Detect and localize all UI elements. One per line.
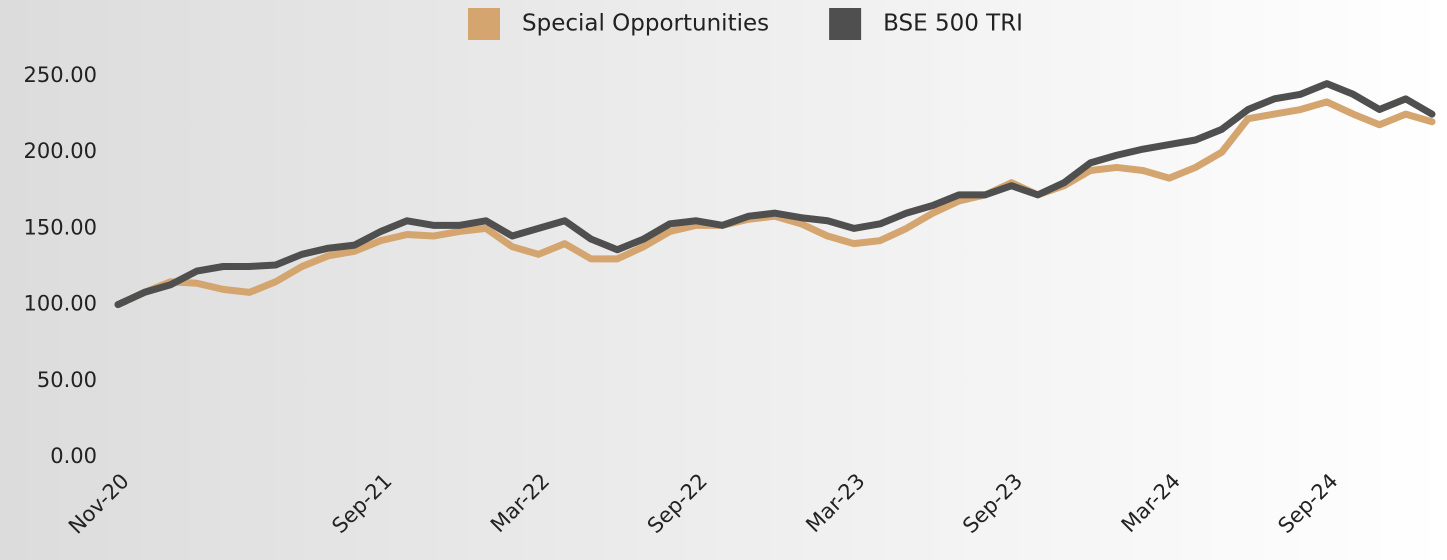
- y-tick-label: 250.00: [24, 63, 97, 87]
- y-tick-label: 150.00: [24, 215, 97, 239]
- legend-swatch: [468, 8, 500, 40]
- legend-swatch: [829, 8, 862, 40]
- x-tick-label: Mar-23: [801, 469, 869, 537]
- series-line: [114, 98, 1436, 309]
- x-tick-label: Nov-20: [64, 469, 134, 539]
- x-tick-label: Sep-23: [958, 469, 1027, 538]
- x-tick-label: Mar-22: [486, 469, 554, 537]
- series-line: [114, 80, 1436, 309]
- x-tick-label: Sep-21: [327, 469, 396, 538]
- y-tick-label: 0.00: [50, 444, 97, 468]
- y-tick-label: 200.00: [24, 139, 97, 163]
- y-tick-label: 50.00: [37, 368, 97, 392]
- x-tick-label: Mar-24: [1117, 469, 1185, 537]
- x-tick-label: Sep-24: [1273, 469, 1342, 538]
- legend-label: Special Opportunities: [522, 11, 769, 37]
- x-tick-label: Sep-22: [643, 469, 712, 538]
- y-tick-label: 100.00: [24, 292, 97, 316]
- legend-label: BSE 500 TRI: [883, 11, 1023, 37]
